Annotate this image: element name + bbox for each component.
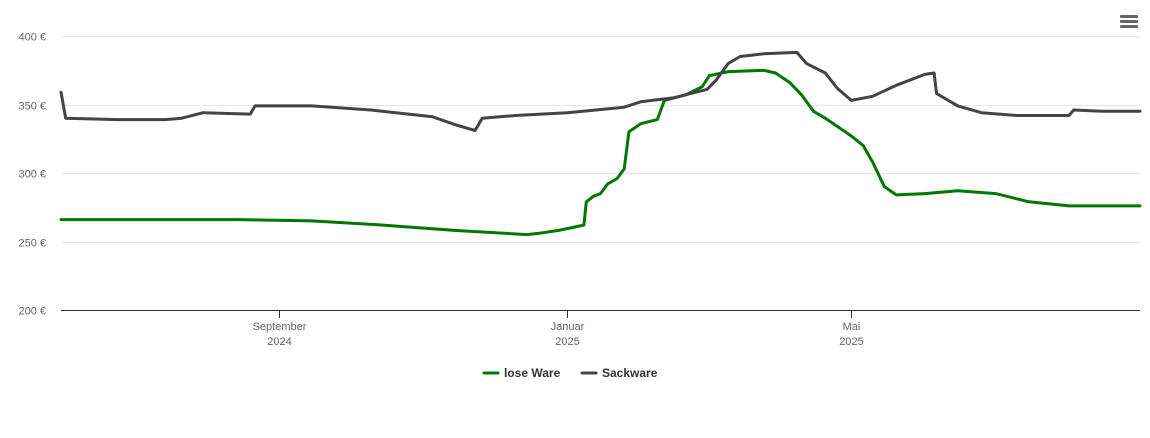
legend-label: lose Ware bbox=[504, 366, 561, 380]
x-tick-label-month: September bbox=[253, 321, 307, 333]
y-tick-label: 400 € bbox=[18, 32, 46, 44]
y-tick-label: 250 € bbox=[18, 238, 46, 250]
x-tick-label-year: 2025 bbox=[839, 336, 863, 348]
x-tick-label-year: 2025 bbox=[555, 336, 579, 348]
series-line-sackware bbox=[59, 50, 1142, 132]
hamburger-menu-icon[interactable] bbox=[1116, 10, 1142, 34]
y-axis: 200 € 250 € 300 € 350 € 400 € bbox=[18, 32, 46, 318]
legend: lose Ware Sackware bbox=[482, 366, 658, 380]
x-axis: September 2024 Januar 2025 Mai 2025 bbox=[61, 310, 1140, 348]
x-tick-label-year: 2024 bbox=[267, 336, 291, 348]
grid-lines bbox=[61, 36, 1140, 243]
legend-label: Sackware bbox=[602, 366, 658, 380]
series-lines bbox=[59, 50, 1142, 237]
x-tick-label-month: Januar bbox=[551, 321, 585, 333]
legend-item-lose-ware[interactable]: lose Ware bbox=[482, 366, 561, 380]
y-tick-label: 200 € bbox=[18, 306, 46, 318]
x-tick-label-month: Mai bbox=[843, 321, 861, 333]
y-tick-label: 350 € bbox=[18, 101, 46, 113]
y-tick-label: 300 € bbox=[18, 169, 46, 181]
series-line-lose-ware bbox=[59, 68, 1142, 237]
legend-item-sackware[interactable]: Sackware bbox=[580, 366, 658, 380]
